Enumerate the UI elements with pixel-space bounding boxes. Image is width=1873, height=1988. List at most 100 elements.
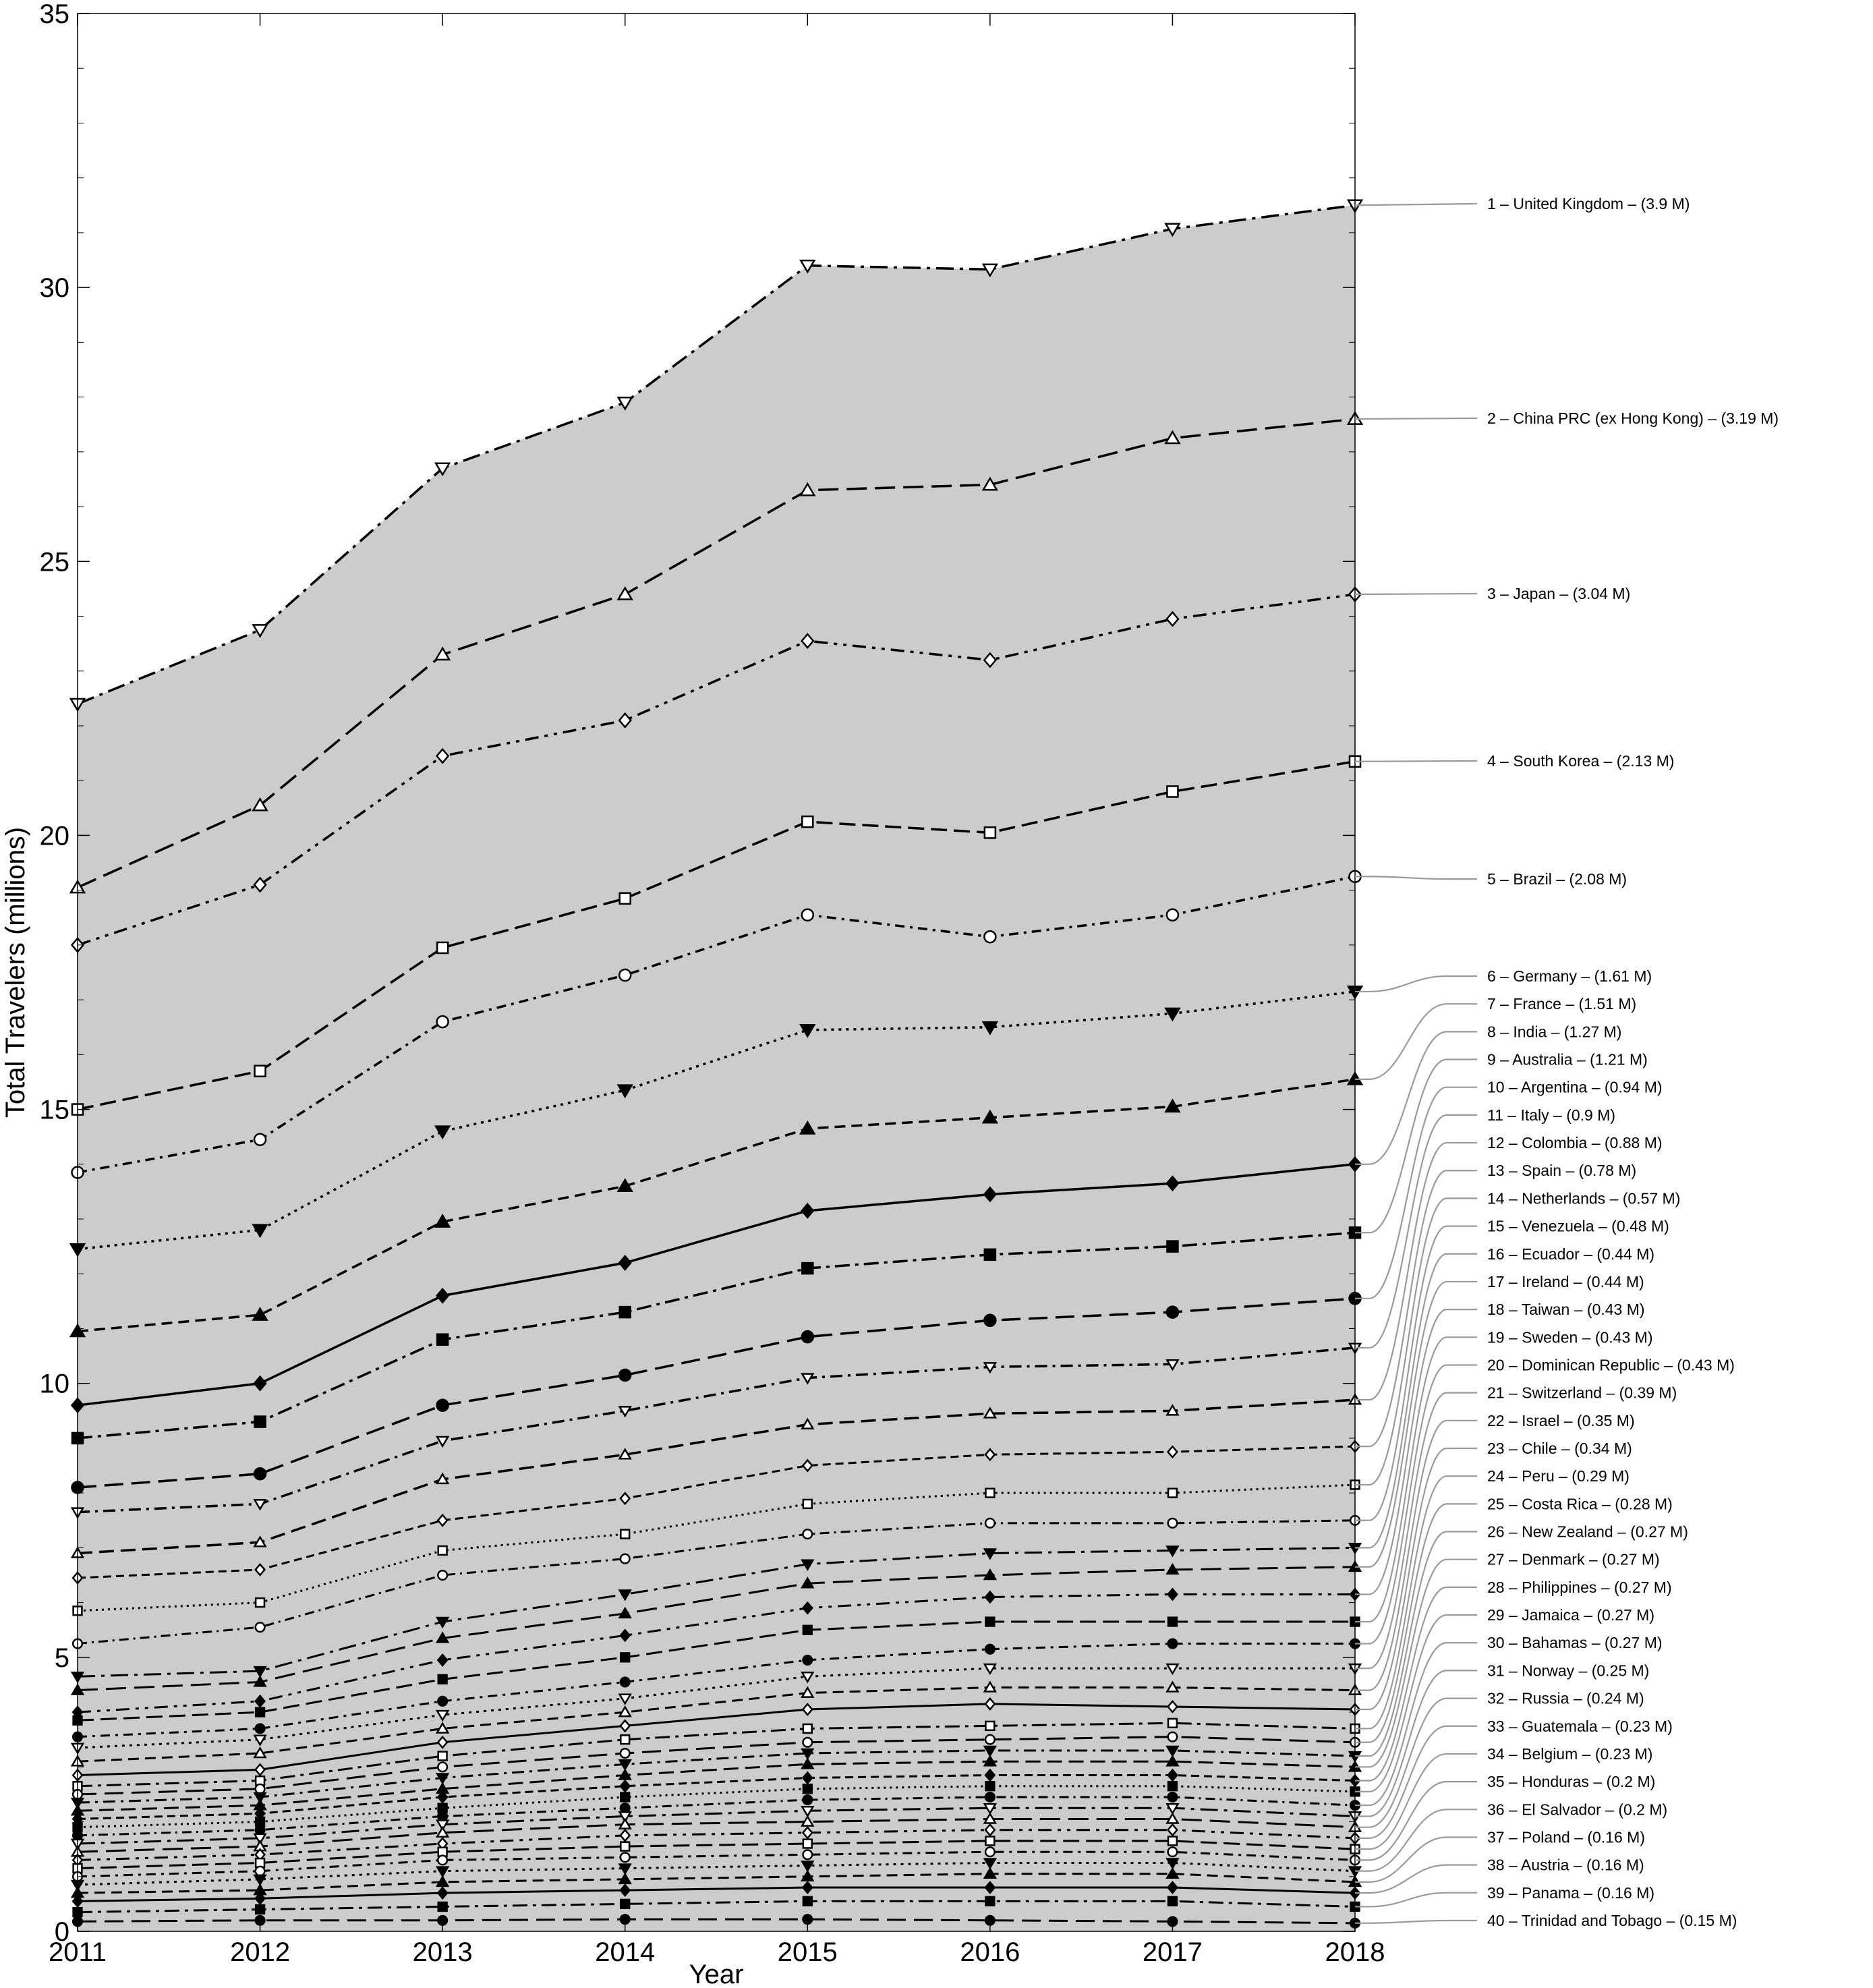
series-34-point-2017 — [1167, 1836, 1178, 1846]
series-15-point-2015 — [802, 1529, 813, 1540]
series-23-point-2013 — [436, 1735, 449, 1749]
series-7-point-2013 — [434, 1214, 451, 1228]
series-line-16 — [78, 1546, 1355, 1678]
legend-entry: 24 – Peru – (0.29 M) — [1487, 1467, 1630, 1485]
series-27-point-2017 — [1165, 1755, 1180, 1767]
x-tick-label: 2013 — [413, 1937, 473, 1967]
series-17-point-2017 — [1165, 1562, 1180, 1575]
series-15-point-2016 — [984, 1517, 996, 1529]
legend-leader-line — [1355, 1614, 1477, 1792]
legend-leader-line — [1355, 1558, 1477, 1768]
series-14-point-2012 — [254, 1597, 266, 1608]
series-23-point-2017 — [1166, 1700, 1178, 1713]
series-20-point-2014 — [619, 1676, 631, 1688]
legend-leader-line — [1355, 1642, 1477, 1807]
series-32-point-2016 — [983, 1812, 998, 1824]
series-22-point-2017 — [1165, 1680, 1180, 1693]
series-25-point-2016 — [984, 1734, 996, 1745]
series-21-point-2015 — [801, 1672, 815, 1684]
series-33-point-2017 — [1166, 1823, 1178, 1837]
y-tick-label: 0 — [55, 1917, 69, 1947]
legend-entry: 33 – Guatemala – (0.23 M) — [1487, 1717, 1673, 1735]
series-16-point-2014 — [618, 1589, 632, 1601]
series-34-point-2016 — [985, 1836, 996, 1846]
series-36-point-2013 — [435, 1866, 450, 1878]
series-6-point-2016 — [981, 1021, 999, 1035]
series-23-point-2012 — [254, 1763, 266, 1777]
series-27-point-2014 — [618, 1768, 632, 1780]
legend-entry: 9 – Australia – (1.21 M) — [1487, 1051, 1648, 1069]
series-26-point-2016 — [983, 1745, 998, 1758]
legend-entry: 31 – Norway – (0.25 M) — [1487, 1662, 1649, 1679]
series-16-point-2015 — [801, 1559, 815, 1571]
legend-entry: 32 – Russia – (0.24 M) — [1487, 1690, 1644, 1707]
series-11-point-2015 — [801, 1373, 815, 1385]
series-32-point-2015 — [801, 1815, 815, 1827]
series-29-point-2015 — [802, 1784, 813, 1794]
series-20-point-2012 — [254, 1723, 266, 1734]
legend-leader-line — [1355, 1003, 1477, 1080]
series-39-point-2015 — [802, 1896, 813, 1906]
series-line-19 — [78, 1620, 1355, 1722]
series-18-point-2015 — [801, 1601, 813, 1615]
legend-leader-line — [1355, 1392, 1477, 1670]
legend-entry: 11 – Italy – (0.9 M) — [1487, 1106, 1615, 1124]
series-24-point-2013 — [437, 1751, 448, 1761]
legend-entry: 14 – Netherlands – (0.57 M) — [1487, 1189, 1680, 1207]
series-27-point-2016 — [983, 1755, 998, 1767]
legend-leader-line — [1355, 1447, 1477, 1711]
series-line-13 — [78, 1445, 1355, 1579]
series-34-point-2014 — [620, 1841, 631, 1852]
series-31-point-2015 — [801, 1806, 815, 1818]
legend: 1 – United Kingdom – (3.9 M) 2 – China PR… — [1354, 195, 1779, 1929]
y-tick-label: 15 — [40, 1096, 70, 1125]
series-line-31 — [78, 1807, 1355, 1845]
series-13-point-2017 — [1166, 1445, 1178, 1459]
series-9-point-2014 — [618, 1305, 631, 1319]
series-6-point-2017 — [1164, 1007, 1181, 1022]
series-3-point-2014 — [618, 712, 632, 729]
series-4-point-2014 — [618, 892, 631, 905]
series-21-point-2017 — [1165, 1663, 1180, 1676]
series-3-point-2016 — [983, 652, 997, 669]
series-21-point-2013 — [435, 1709, 450, 1722]
series-4-point-2012 — [254, 1064, 266, 1077]
series-8-point-2012 — [253, 1375, 267, 1392]
series-line-23 — [78, 1703, 1355, 1776]
series-line-33 — [78, 1829, 1355, 1861]
legend-leader-line — [1355, 1141, 1477, 1401]
series-15-point-2014 — [619, 1553, 631, 1564]
series-17-point-2014 — [618, 1606, 632, 1619]
legend-entry: 16 – Ecuador – (0.44 M) — [1487, 1245, 1654, 1263]
legend-leader-line — [1355, 1114, 1477, 1349]
series-39-point-2013 — [437, 1901, 448, 1912]
series-2-point-2016 — [981, 476, 999, 491]
series-31-point-2016 — [983, 1802, 998, 1815]
series-30-point-2016 — [984, 1791, 996, 1803]
legend-entry: 27 – Denmark – (0.27 M) — [1487, 1551, 1660, 1568]
series-18-point-2017 — [1166, 1587, 1178, 1601]
legend-leader-line — [1355, 1503, 1477, 1743]
y-tick-label: 10 — [40, 1369, 70, 1399]
legend-leader-line — [1355, 1892, 1477, 1908]
legend-leader-line — [1354, 202, 1478, 206]
series-17-point-2013 — [435, 1631, 450, 1643]
series-28-point-2013 — [436, 1790, 449, 1804]
series-31-point-2012 — [253, 1833, 267, 1845]
series-20-point-2015 — [802, 1654, 813, 1666]
legend-entry: 28 – Philippines – (0.27 M) — [1487, 1579, 1672, 1596]
series-line-8 — [78, 1163, 1355, 1407]
series-24-point-2017 — [1167, 1717, 1178, 1728]
series-4-point-2017 — [1166, 785, 1179, 798]
series-4-point-2013 — [436, 941, 449, 955]
series-18-point-2012 — [254, 1694, 266, 1708]
series-32-point-2017 — [1165, 1812, 1180, 1824]
series-line-3 — [78, 593, 1355, 946]
x-tick-label: 2014 — [595, 1937, 655, 1967]
series-line-30 — [78, 1796, 1355, 1837]
legend-entry: 6 – Germany – (1.61 M) — [1487, 967, 1652, 985]
series-line-36 — [78, 1861, 1355, 1886]
legend-entry: 26 – New Zealand – (0.27 M) — [1487, 1523, 1688, 1541]
series-line-38 — [78, 1886, 1355, 1902]
